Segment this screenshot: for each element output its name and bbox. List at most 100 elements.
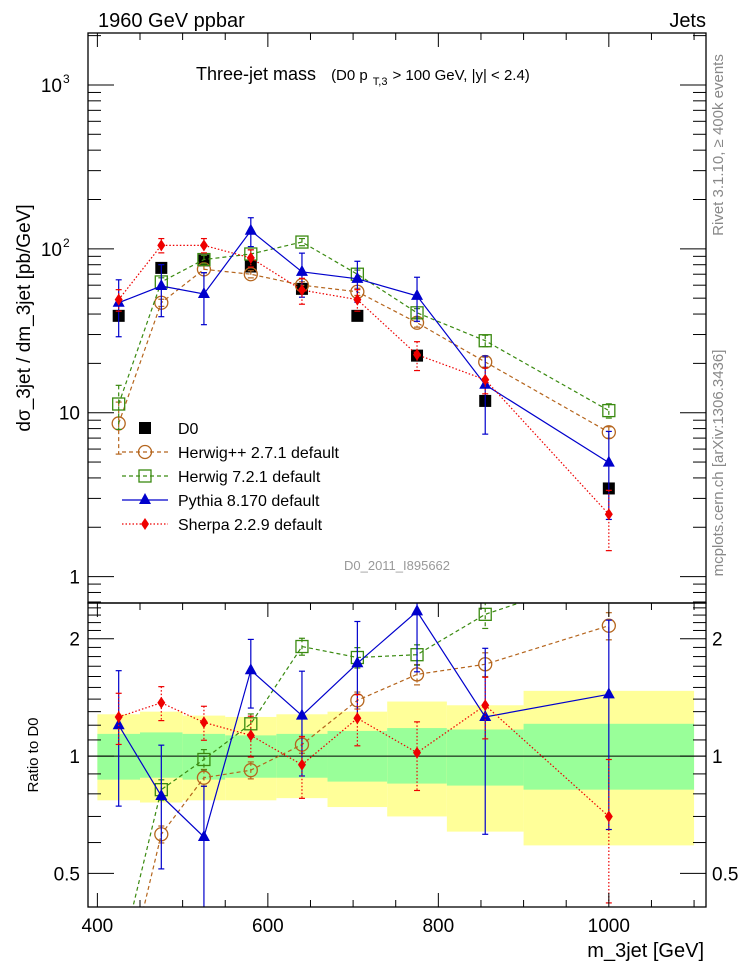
legend-entry-herwig-2-7-1-default-marker — [137, 444, 153, 460]
ratio-axes: 400 600 800 1000 0.5 0.5 1 1 2 2 — [54, 603, 738, 937]
legend-entry-herwig-2-7-1-default-label: Herwig++ 2.7.1 default — [178, 445, 340, 462]
ratio-sherpa-2-2-9-default-point — [114, 710, 123, 723]
main-herwig-7-2-1-default-point — [295, 235, 309, 249]
ratio-sherpa-2-2-9-default-point — [297, 758, 306, 771]
main-plot-content — [111, 217, 616, 552]
main-sherpa-2-2-9-default-point — [413, 348, 422, 361]
main-d0-point — [351, 309, 364, 322]
main-sherpa-2-2-9-default-point — [297, 284, 306, 297]
title-main: Three-jet mass — [196, 64, 316, 84]
ratio-herwig-7-2-1-default-point — [603, 567, 615, 579]
ratio-sherpa-2-2-9-default-point — [199, 716, 208, 729]
ratio-herwig-2-7-1-default-point — [243, 763, 258, 778]
y-tick-label: 10 — [41, 76, 62, 97]
ratio-pythia-8-170-default-point — [602, 687, 615, 699]
legend-entry-herwig-7-2-1-default-marker — [138, 469, 152, 483]
ratio-sherpa-2-2-9-default-point — [246, 729, 255, 742]
ratio-y-axis-label: Ratio to D0 — [25, 717, 42, 792]
ratio-y-tick-label-right: 1 — [712, 747, 723, 768]
main-pythia-8-170-default-point — [155, 279, 168, 291]
ratio-herwig-2-7-1-default-point — [196, 770, 212, 785]
y-tick-label: 1 — [69, 568, 80, 589]
ratio-pythia-8-170-default-point — [411, 604, 424, 616]
main-herwig-7-2-1-default-point — [602, 403, 616, 418]
mcplots-credit-text: mcplots.cern.ch [arXiv:1306.3436] — [710, 350, 727, 577]
legend-entry-pythia-8-170-default-label: Pythia 8.170 default — [178, 493, 320, 510]
main-d0-point — [197, 254, 210, 267]
main-title: Three-jet mass (D0 p T,3 > 100 GeV, |y| … — [196, 64, 530, 89]
ratio-herwig-7-2-1-default-point — [295, 639, 309, 654]
ratio-pythia-8-170-default-point — [197, 829, 210, 841]
main-pythia-8-170-default-point — [602, 455, 615, 467]
y-tick-label-exponent: 2 — [63, 236, 70, 250]
ratio-sherpa-2-2-9-default-line — [118, 702, 610, 817]
legend-entry-pythia-8-170-default-marker — [139, 493, 151, 504]
ratio-y-tick-label-right: 2 — [712, 630, 723, 651]
title-sub-suffix: > 100 GeV, |y| < 2.4) — [392, 67, 529, 84]
ratio-frame — [87, 602, 707, 908]
main-pythia-8-170-default-point — [351, 271, 364, 283]
legend-entry-d0-marker — [139, 422, 151, 434]
legend-entry-sherpa-2-2-9-default: Sherpa 2.2.9 default — [122, 517, 323, 534]
ratio-pythia-8-170-default-point — [112, 718, 125, 730]
analysis-label: D0_2011_I895662 — [344, 558, 450, 573]
ratio-sherpa-2-2-9-default-point — [413, 746, 422, 759]
main-sherpa-2-2-9-default-point — [246, 251, 255, 264]
main-y-axis-label: dσ_3jet / dm_3jet [pb/GeV] — [14, 204, 35, 431]
legend: D0 Herwig++ 2.7.1 default Herwig 7.2.1 def… — [122, 421, 340, 534]
main-sherpa-2-2-9-default-point — [604, 508, 613, 521]
header-left: 1960 GeV ppbar — [98, 10, 245, 32]
main-sherpa-2-2-9-default-point — [157, 239, 166, 252]
ratio-y-tick-label: 2 — [69, 630, 80, 651]
ratio-pythia-8-170-default-point — [244, 663, 257, 675]
y-tick-label: 10 — [41, 240, 62, 261]
main-pythia-8-170-default-point — [295, 264, 308, 276]
main-herwig-2-7-1-default-point — [243, 267, 258, 282]
ratio-herwig-7-2-1-default-point — [113, 960, 125, 972]
legend-entry-sherpa-2-2-9-default-marker — [141, 518, 149, 530]
ratio-pythia-8-170-default-point — [351, 656, 364, 668]
main-sherpa-2-2-9-default-point — [114, 293, 123, 306]
ratio-plot-content — [88, 567, 706, 972]
main-herwig-7-2-1-default-line — [118, 241, 610, 412]
ratio-y-tick-label: 0.5 — [54, 864, 80, 885]
ratio-sherpa-2-2-9-default-point — [604, 810, 613, 823]
main-pythia-8-170-default-point — [244, 223, 257, 235]
ratio-sherpa-2-2-9-default-point — [157, 696, 166, 709]
ratio-herwig-7-2-1-default-point — [478, 607, 492, 621]
main-pythia-8-170-default-point — [197, 287, 210, 299]
legend-entry-d0-label: D0 — [178, 421, 199, 438]
legend-entry-herwig-7-2-1-default-label: Herwig 7.2.1 default — [178, 469, 321, 486]
header-right: Jets — [669, 10, 706, 32]
legend-entry-herwig-7-2-1-default: Herwig 7.2.1 default — [122, 469, 321, 486]
ratio-y-tick-label-right: 0.5 — [712, 864, 738, 885]
main-herwig-7-2-1-default-point — [197, 252, 211, 267]
x-tick-label: 800 — [422, 916, 454, 937]
title-sub-subscript: T,3 — [373, 76, 388, 88]
main-herwig-7-2-1-default-point — [112, 397, 126, 411]
x-tick-label: 600 — [252, 916, 284, 937]
x-tick-label: 1000 — [588, 916, 630, 937]
rivet-version-text: Rivet 3.1.10, ≥ 400k events — [710, 54, 727, 236]
ratio-herwig-7-2-1-default-point — [197, 752, 211, 767]
legend-entry-sherpa-2-2-9-default-label: Sherpa 2.2.9 default — [178, 517, 323, 534]
main-sherpa-2-2-9-default-point — [481, 373, 490, 386]
ratio-pythia-8-170-default-point — [295, 708, 308, 720]
ratio-pythia-8-170-default-point — [155, 788, 168, 800]
main-sherpa-2-2-9-default-point — [199, 239, 208, 252]
ratio-panel: 400 600 800 1000 0.5 0.5 1 1 2 2 Ratio to D0 m_3j… — [25, 567, 738, 972]
ratio-herwig-7-2-1-default-line — [132, 603, 521, 907]
x-axis-label: m_3jet [GeV] — [587, 940, 704, 962]
title-sub-prefix: (D0 p — [331, 67, 368, 84]
main-pythia-8-170-default-point — [411, 288, 424, 300]
main-herwig-7-2-1-default-point — [478, 334, 492, 348]
y-tick-label-exponent: 3 — [63, 72, 70, 86]
ratio-sherpa-2-2-9-default-point — [353, 712, 362, 725]
ratio-pythia-8-170-default-point — [479, 709, 492, 721]
ratio-y-tick-label: 1 — [69, 747, 80, 768]
legend-entry-d0: D0 — [139, 421, 199, 438]
y-tick-label: 10 — [59, 404, 80, 425]
